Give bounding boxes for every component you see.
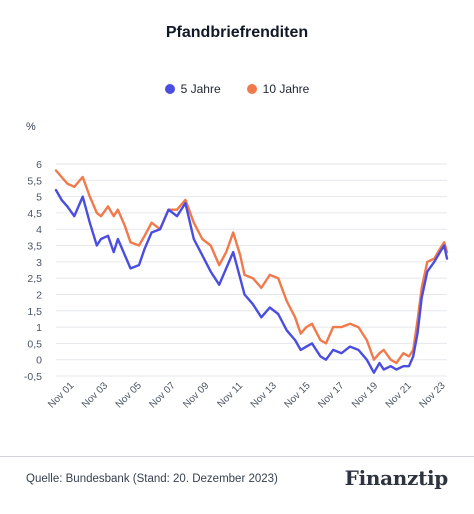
y-tick-label: 0 [36, 355, 42, 367]
chart-legend: 5 Jahre 10 Jahre [0, 82, 474, 96]
x-tick-label: Nov 07 [147, 380, 177, 410]
y-tick-label: 1,5 [27, 306, 42, 318]
finanztip-logo: Finanztip [344, 466, 449, 490]
y-tick-label: 4 [36, 224, 42, 236]
legend-marker-5-jahre [164, 84, 175, 94]
x-tick-label: Nov 13 [249, 380, 279, 410]
series-line-10-jahre [54, 169, 449, 365]
x-tick-label: Nov 19 [350, 380, 380, 410]
y-tick-label: 5 [36, 192, 42, 204]
y-tick-label: 4,5 [27, 208, 42, 220]
source-note: Quelle: Bundesbank (Stand: 20. Dezember … [26, 473, 278, 485]
y-tick-label: 6 [36, 159, 42, 171]
y-tick-label: 2,5 [27, 273, 42, 285]
x-tick-label: Nov 03 [80, 380, 110, 410]
x-tick-label: Nov 15 [283, 380, 313, 410]
legend-marker-10-jahre [246, 84, 257, 94]
x-tick-label: Nov 01 [46, 380, 76, 410]
footer: Quelle: Bundesbank (Stand: 20. Dezember … [0, 456, 474, 514]
y-tick-label: 2 [36, 289, 42, 301]
x-tick-label: Nov 05 [114, 380, 144, 410]
y-tick-label: -0,5 [24, 371, 42, 383]
x-tick-label: Nov 23 [418, 380, 448, 410]
legend-item-10-jahre[interactable]: 10 Jahre [246, 82, 310, 96]
x-tick-label: Nov 09 [181, 380, 211, 410]
x-tick-label: Nov 17 [316, 380, 346, 410]
chart-title: Pfandbriefrenditen [165, 24, 309, 41]
y-tick-label: 0,5 [27, 338, 42, 350]
y-tick-label: 3 [36, 257, 42, 269]
legend-item-5-jahre[interactable]: 5 Jahre [164, 82, 221, 96]
series-line-5-jahre [54, 188, 449, 374]
legend-label-5-jahre: 5 Jahre [180, 82, 221, 96]
y-tick-label: 1 [36, 322, 42, 334]
y-tick-label: 5,5 [27, 175, 42, 187]
y-axis-unit-label: % [26, 121, 36, 133]
x-tick-label: Nov 21 [384, 380, 414, 410]
y-tick-label: 3,5 [27, 241, 42, 253]
x-tick-label: Nov 11 [216, 380, 246, 410]
legend-label-10-jahre: 10 Jahre [262, 82, 310, 96]
